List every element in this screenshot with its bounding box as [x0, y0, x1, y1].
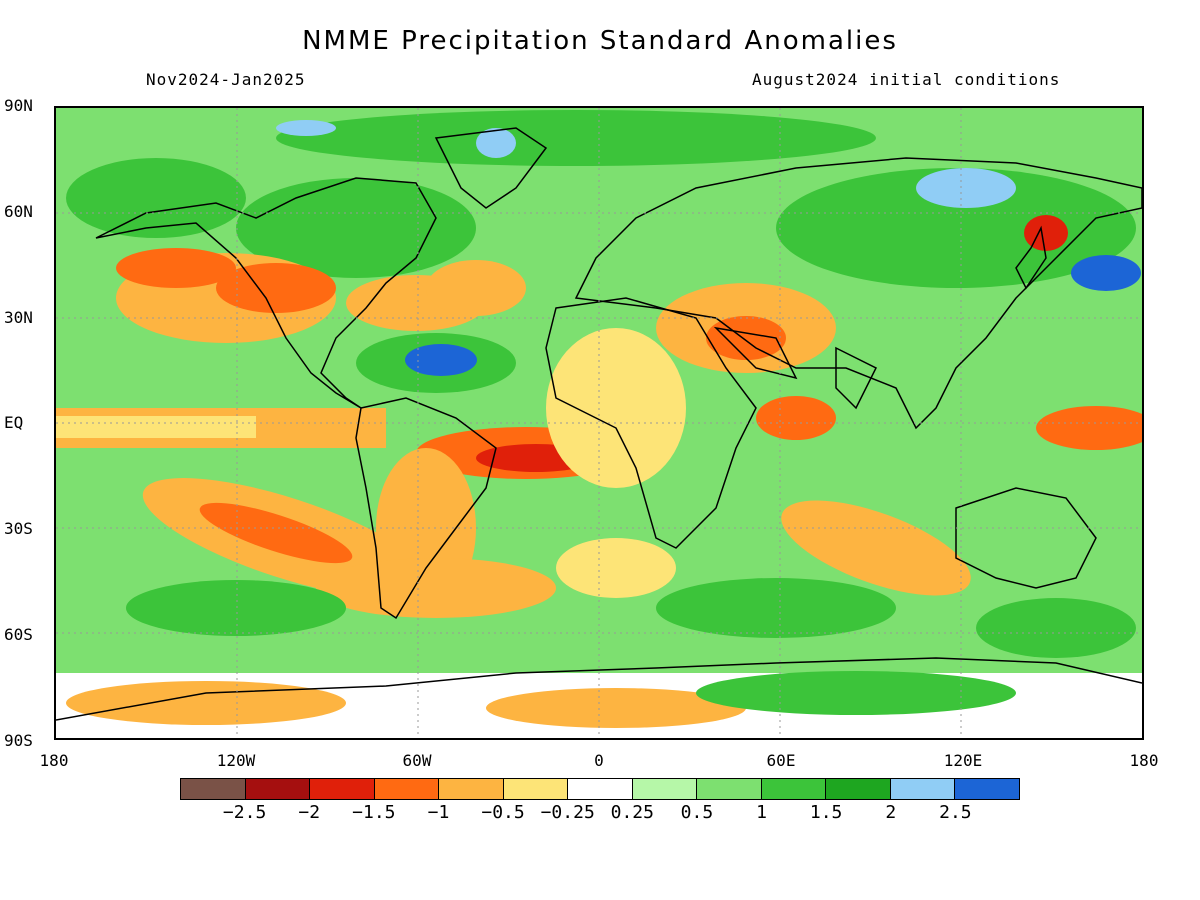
anomaly-regions — [56, 110, 1142, 738]
colorbar-label: 2.5 — [939, 802, 972, 823]
colorbar-box-10 — [826, 779, 891, 799]
anomaly-map — [56, 108, 1142, 738]
colorbar-label: −1 — [427, 802, 450, 823]
colorbar-label: 1.5 — [809, 802, 843, 823]
colorbar-box-4 — [439, 779, 504, 799]
graticule — [56, 108, 1142, 738]
colorbar-label: 2 — [885, 802, 897, 823]
colorbar-box-9 — [761, 779, 827, 799]
map-title: NMME Precipitation Standard Anomalies — [302, 26, 898, 56]
lon-label-60w: 60W — [402, 751, 432, 770]
colorbar-label: 0.5 — [680, 802, 714, 823]
lon-label-120w: 120W — [216, 751, 256, 770]
colorbar-box-12 — [955, 779, 1019, 799]
colorbar-label: 1 — [756, 802, 767, 823]
colorbar-box-8 — [697, 779, 762, 799]
lat-label-60n: 60N — [4, 202, 33, 221]
lat-label-30s: 30S — [4, 519, 33, 538]
forecast-period: Nov2024-Jan2025 — [146, 70, 306, 89]
lon-label-180w: 180 — [39, 751, 69, 770]
colorbar-label: −2 — [298, 802, 321, 823]
colorbar-label: −1.5 — [352, 802, 396, 823]
lon-label-60e: 60E — [766, 751, 796, 770]
lon-label-120e: 120E — [943, 751, 983, 770]
coastlines — [56, 127, 1142, 721]
colorbar-label: −2.5 — [222, 802, 267, 823]
colorbar-box-3 — [374, 779, 440, 799]
colorbar-box-1 — [245, 779, 311, 799]
colorbar-box-2 — [310, 779, 375, 799]
lat-label-60s: 60S — [4, 625, 33, 644]
colorbar-label: −0.5 — [481, 802, 525, 823]
colorbar-box-11 — [890, 779, 956, 799]
initial-conditions: August2024 initial conditions — [752, 70, 1061, 89]
colorbar-label: 0.25 — [610, 802, 654, 823]
lon-label-180e: 180 — [1129, 751, 1159, 770]
colorbar — [180, 778, 1020, 800]
lat-label-eq: EQ — [4, 413, 24, 432]
colorbar-box-6 — [568, 779, 633, 799]
lat-label-90s: 90S — [4, 731, 33, 750]
lat-label-90n: 90N — [4, 96, 33, 115]
lon-label-0: 0 — [594, 751, 604, 770]
colorbar-box-0 — [181, 779, 246, 799]
colorbar-label: −0.25 — [540, 802, 595, 823]
lat-label-30n: 30N — [4, 308, 33, 327]
colorbar-box-7 — [632, 779, 698, 799]
colorbar-box-5 — [503, 779, 569, 799]
map-panel[interactable] — [54, 106, 1144, 740]
